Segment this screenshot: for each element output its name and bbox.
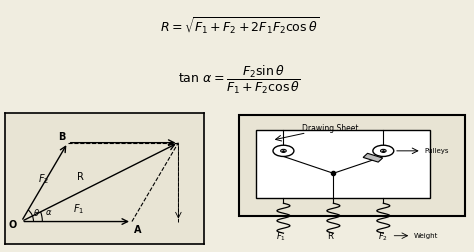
- Text: A: A: [134, 225, 142, 235]
- Text: $\tan\,\alpha = \dfrac{F_2\sin\theta}{F_1 + F_2\cos\theta}$: $\tan\,\alpha = \dfrac{F_2\sin\theta}{F_…: [178, 64, 301, 96]
- FancyBboxPatch shape: [239, 115, 465, 216]
- Text: $\alpha$: $\alpha$: [45, 208, 52, 217]
- Text: $F_2$: $F_2$: [377, 230, 387, 243]
- Text: O: O: [8, 220, 16, 230]
- FancyBboxPatch shape: [255, 130, 430, 198]
- Text: Pulleys: Pulleys: [424, 148, 448, 154]
- Text: R: R: [328, 232, 333, 241]
- Text: $F_2$: $F_2$: [38, 172, 49, 186]
- Text: $\theta$: $\theta$: [34, 207, 40, 218]
- Circle shape: [381, 149, 386, 152]
- Circle shape: [373, 145, 394, 156]
- Text: Weight: Weight: [413, 233, 438, 239]
- Text: $F_1$: $F_1$: [276, 230, 286, 243]
- Circle shape: [281, 149, 286, 152]
- Text: $R = \sqrt{F_1 + F_2 + 2F_1F_2\cos\theta}$: $R = \sqrt{F_1 + F_2 + 2F_1F_2\cos\theta…: [160, 16, 319, 37]
- Text: B: B: [58, 132, 65, 142]
- Polygon shape: [363, 153, 383, 162]
- Text: R: R: [77, 172, 83, 181]
- Text: Drawing Sheet: Drawing Sheet: [302, 124, 358, 134]
- Text: $F_1$: $F_1$: [73, 203, 84, 216]
- Circle shape: [273, 145, 294, 156]
